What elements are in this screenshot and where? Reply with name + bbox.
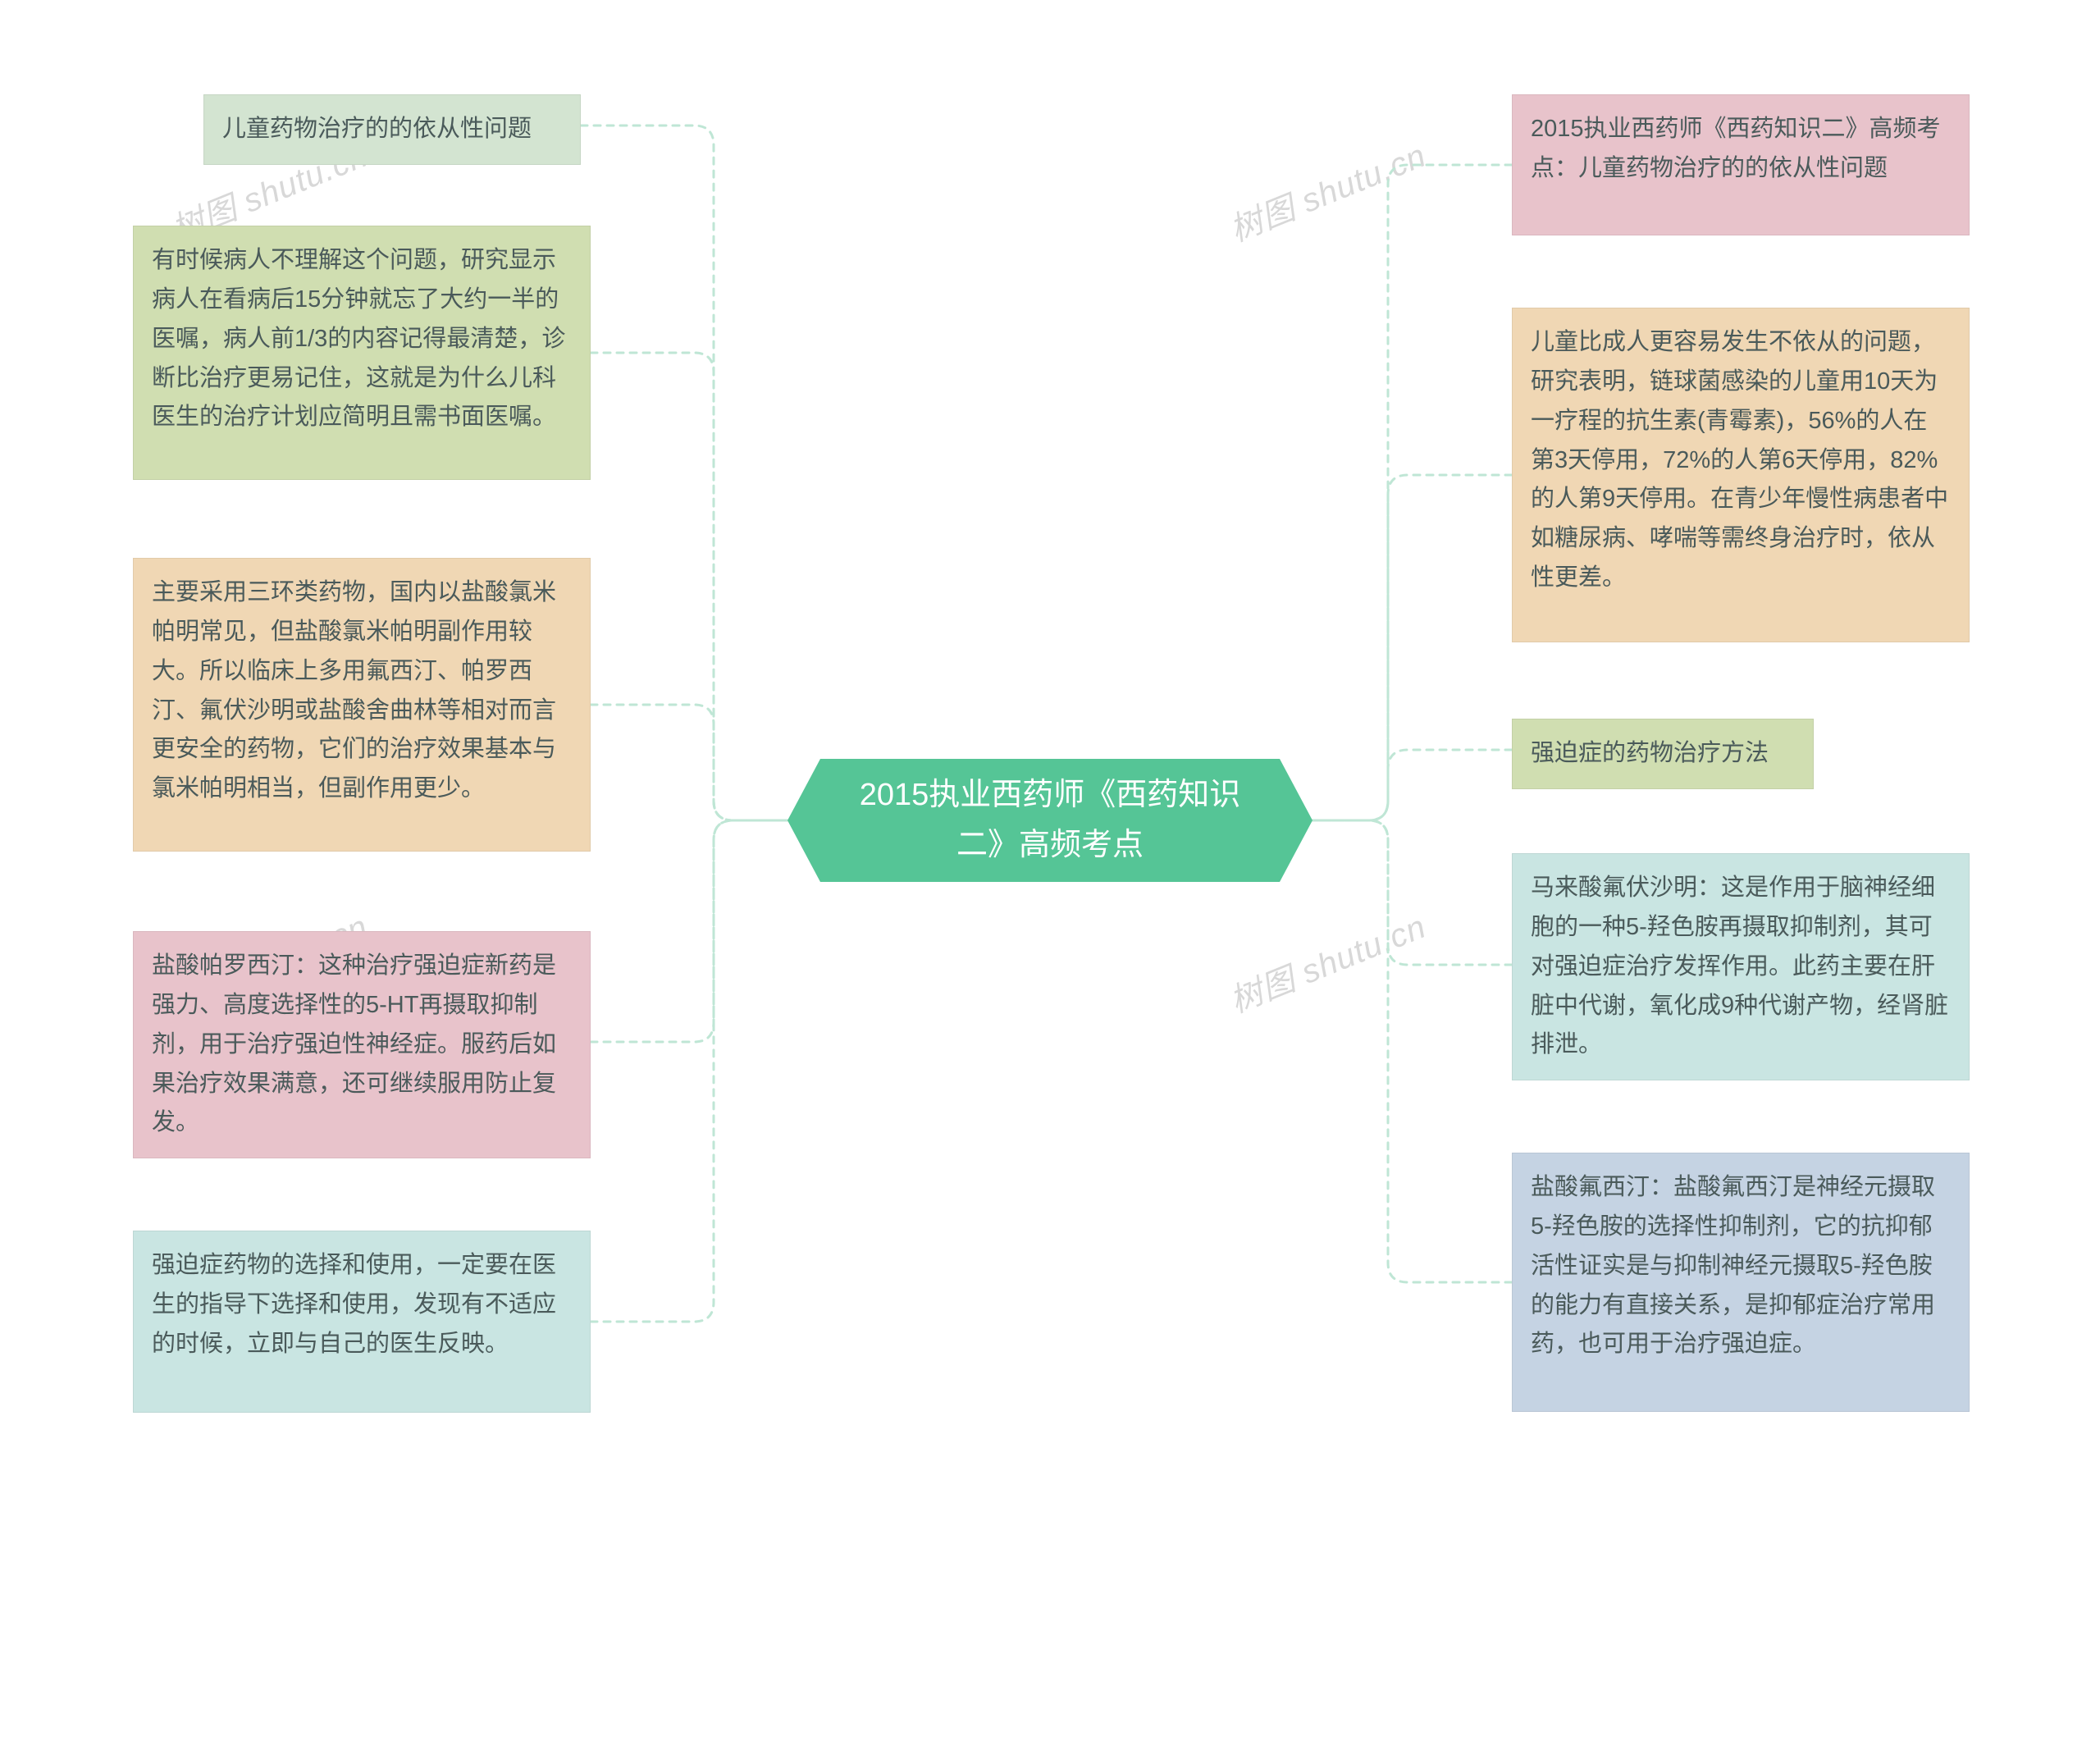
mindmap-canvas: 树图 shutu.cn 树图 shutu.cn 树图 shutu.cn 树图 s… [0, 0, 2100, 1763]
watermark: 树图 shutu.cn [1221, 129, 1432, 251]
center-node-label: 2015执业西药师《西药知识二》高频考点 [845, 770, 1255, 870]
left-node-4: 盐酸帕罗西汀：这种治疗强迫症新药是强力、高度选择性的5-HT再摄取抑制剂，用于治… [133, 931, 591, 1158]
right-node-5: 盐酸氟西汀：盐酸氟西汀是神经元摄取5-羟色胺的选择性抑制剂，它的抗抑郁活性证实是… [1512, 1153, 1970, 1412]
right-node-3: 强迫症的药物治疗方法 [1512, 719, 1814, 789]
center-node-wrap: 2015执业西药师《西药知识二》高频考点 [788, 759, 1312, 882]
center-node: 2015执业西药师《西药知识二》高频考点 [820, 759, 1280, 882]
watermark: 树图 shutu.cn [1221, 900, 1432, 1022]
left-node-3: 主要采用三环类药物，国内以盐酸氯米帕明常见，但盐酸氯米帕明副作用较大。所以临床上… [133, 558, 591, 852]
left-node-5: 强迫症药物的选择和使用，一定要在医生的指导下选择和使用，发现有不适应的时候，立即… [133, 1231, 591, 1413]
right-node-2: 儿童比成人更容易发生不依从的问题，研究表明，链球菌感染的儿童用10天为一疗程的抗… [1512, 308, 1970, 642]
left-node-1: 儿童药物治疗的的依从性问题 [203, 94, 581, 165]
left-node-2: 有时候病人不理解这个问题，研究显示病人在看病后15分钟就忘了大约一半的医嘱，病人… [133, 226, 591, 480]
right-node-1: 2015执业西药师《西药知识二》高频考点：儿童药物治疗的的依从性问题 [1512, 94, 1970, 235]
right-node-4: 马来酸氟伏沙明：这是作用于脑神经细胞的一种5-羟色胺再摄取抑制剂，其可对强迫症治… [1512, 853, 1970, 1080]
